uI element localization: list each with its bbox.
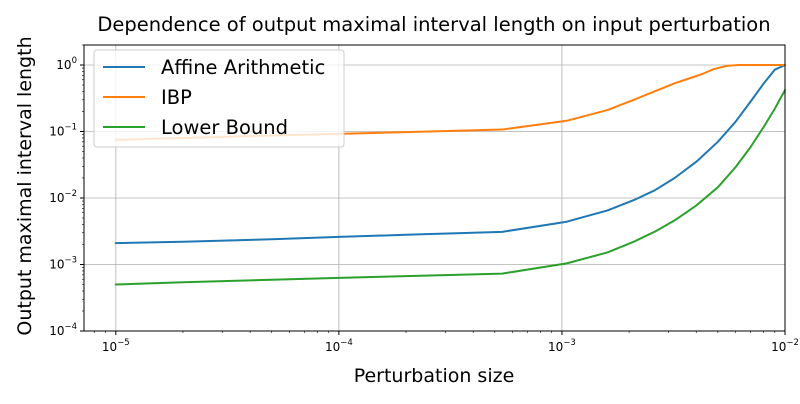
series-line-lower-bound bbox=[114, 89, 786, 286]
chart-title: Dependence of output maximal interval le… bbox=[97, 13, 770, 36]
y-tick-label: 10−1 bbox=[49, 123, 77, 139]
legend-box bbox=[93, 49, 345, 148]
y-tick-label: 10−2 bbox=[49, 189, 77, 205]
x-tick-label: 10−2 bbox=[771, 338, 799, 354]
y-tick-label: 100 bbox=[56, 56, 77, 72]
legend-label-affine-arithmetic: Affine Arithmetic bbox=[161, 56, 325, 79]
x-tick-label: 10−3 bbox=[548, 338, 576, 354]
legend-label-lower-bound: Lower Bound bbox=[161, 116, 288, 139]
x-tick-label: 10−5 bbox=[102, 338, 130, 354]
axis-ticks: 10−5 10−4 10−3 10−2 10−4 10−3 10−2 10−1 100 bbox=[49, 44, 799, 354]
x-tick-label: 10−4 bbox=[325, 338, 353, 354]
y-axis-label: Output maximal interval length bbox=[14, 36, 36, 335]
series-line-affine-arithmetic bbox=[114, 64, 786, 245]
legend: Affine Arithmetic IBP Lower Bound bbox=[93, 49, 345, 148]
x-axis-label: Perturbation size bbox=[354, 365, 515, 387]
y-tick-label: 10−4 bbox=[49, 322, 77, 338]
legend-label-ibp: IBP bbox=[161, 86, 192, 109]
y-tick-label: 10−3 bbox=[49, 256, 77, 272]
plot-frame bbox=[83, 44, 786, 332]
